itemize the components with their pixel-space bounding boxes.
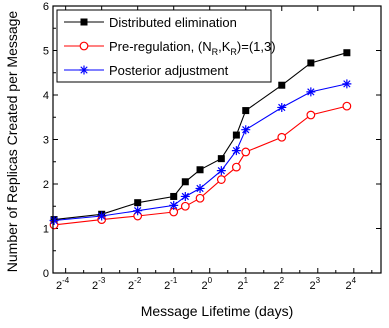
star-marker [169,200,179,210]
series-line [53,52,348,221]
circle-marker [241,147,251,157]
x-tick-label: 23 [309,276,320,292]
circle-marker [306,110,316,120]
square-marker [170,192,178,200]
x-tick-labels: 2-4 2-3 2-2 2-1 20 21 22 23 24 [56,276,357,292]
square-marker [217,155,225,163]
circle-marker [195,193,205,203]
square-marker [134,199,142,207]
circle-marker [277,132,287,142]
circle-marker [79,41,89,51]
legend-label: Posterior adjustment [109,63,229,78]
star-marker [133,206,143,216]
y-tick-label: 1 [43,224,49,236]
star-marker [49,215,59,225]
star-marker [97,211,107,221]
series-line [53,105,348,226]
circle-marker [180,201,190,211]
legend: Distributed elimination Pre-regulation, (… [56,9,276,83]
square-marker [196,166,204,174]
x-tick-label: 2-4 [56,276,70,292]
star-marker [306,87,316,97]
x-tick-label: 21 [237,276,248,292]
square-marker [232,131,240,139]
x-tick-label: 2-2 [128,276,142,292]
star-marker [277,102,287,112]
y-tick-label: 2 [43,179,49,191]
y-tick-labels: 0 1 2 3 4 5 6 [43,1,49,280]
x-tick-label: 2-3 [92,276,106,292]
square-marker [181,178,189,186]
x-axis-title: Message Lifetime (days) [141,303,294,319]
x-tick-label: 20 [201,276,212,292]
circle-marker [342,101,352,111]
star-marker [342,79,352,89]
series-line [53,83,348,222]
square-marker [343,49,351,57]
y-tick-label: 4 [43,90,49,102]
y-tick-label: 0 [43,268,49,280]
legend-label: Pre-regulation, (NR,KR)=(1,3) [109,39,276,57]
star-marker [79,65,89,75]
square-marker [80,18,88,26]
star-marker [195,183,205,193]
star-marker [216,166,226,176]
series-markers [49,49,352,230]
y-axis-title: Number of Replicas Created per Message [4,11,20,273]
square-marker [278,81,286,89]
y-tick-label: 3 [43,135,49,147]
square-marker [242,107,250,115]
series-lines [53,52,348,226]
y-tick-label: 5 [43,46,49,58]
x-tick-label: 22 [273,276,284,292]
square-marker [307,59,315,67]
plot-frame [52,5,382,274]
star-marker [241,125,251,135]
y-tick-label: 6 [43,1,49,13]
x-tick-label: 2-1 [164,276,178,292]
star-marker [180,191,190,201]
circle-marker [216,175,226,184]
star-marker [231,146,241,156]
x-tick-label: 24 [346,276,357,292]
circle-marker [231,162,241,172]
legend-label: Distributed elimination [109,15,237,30]
